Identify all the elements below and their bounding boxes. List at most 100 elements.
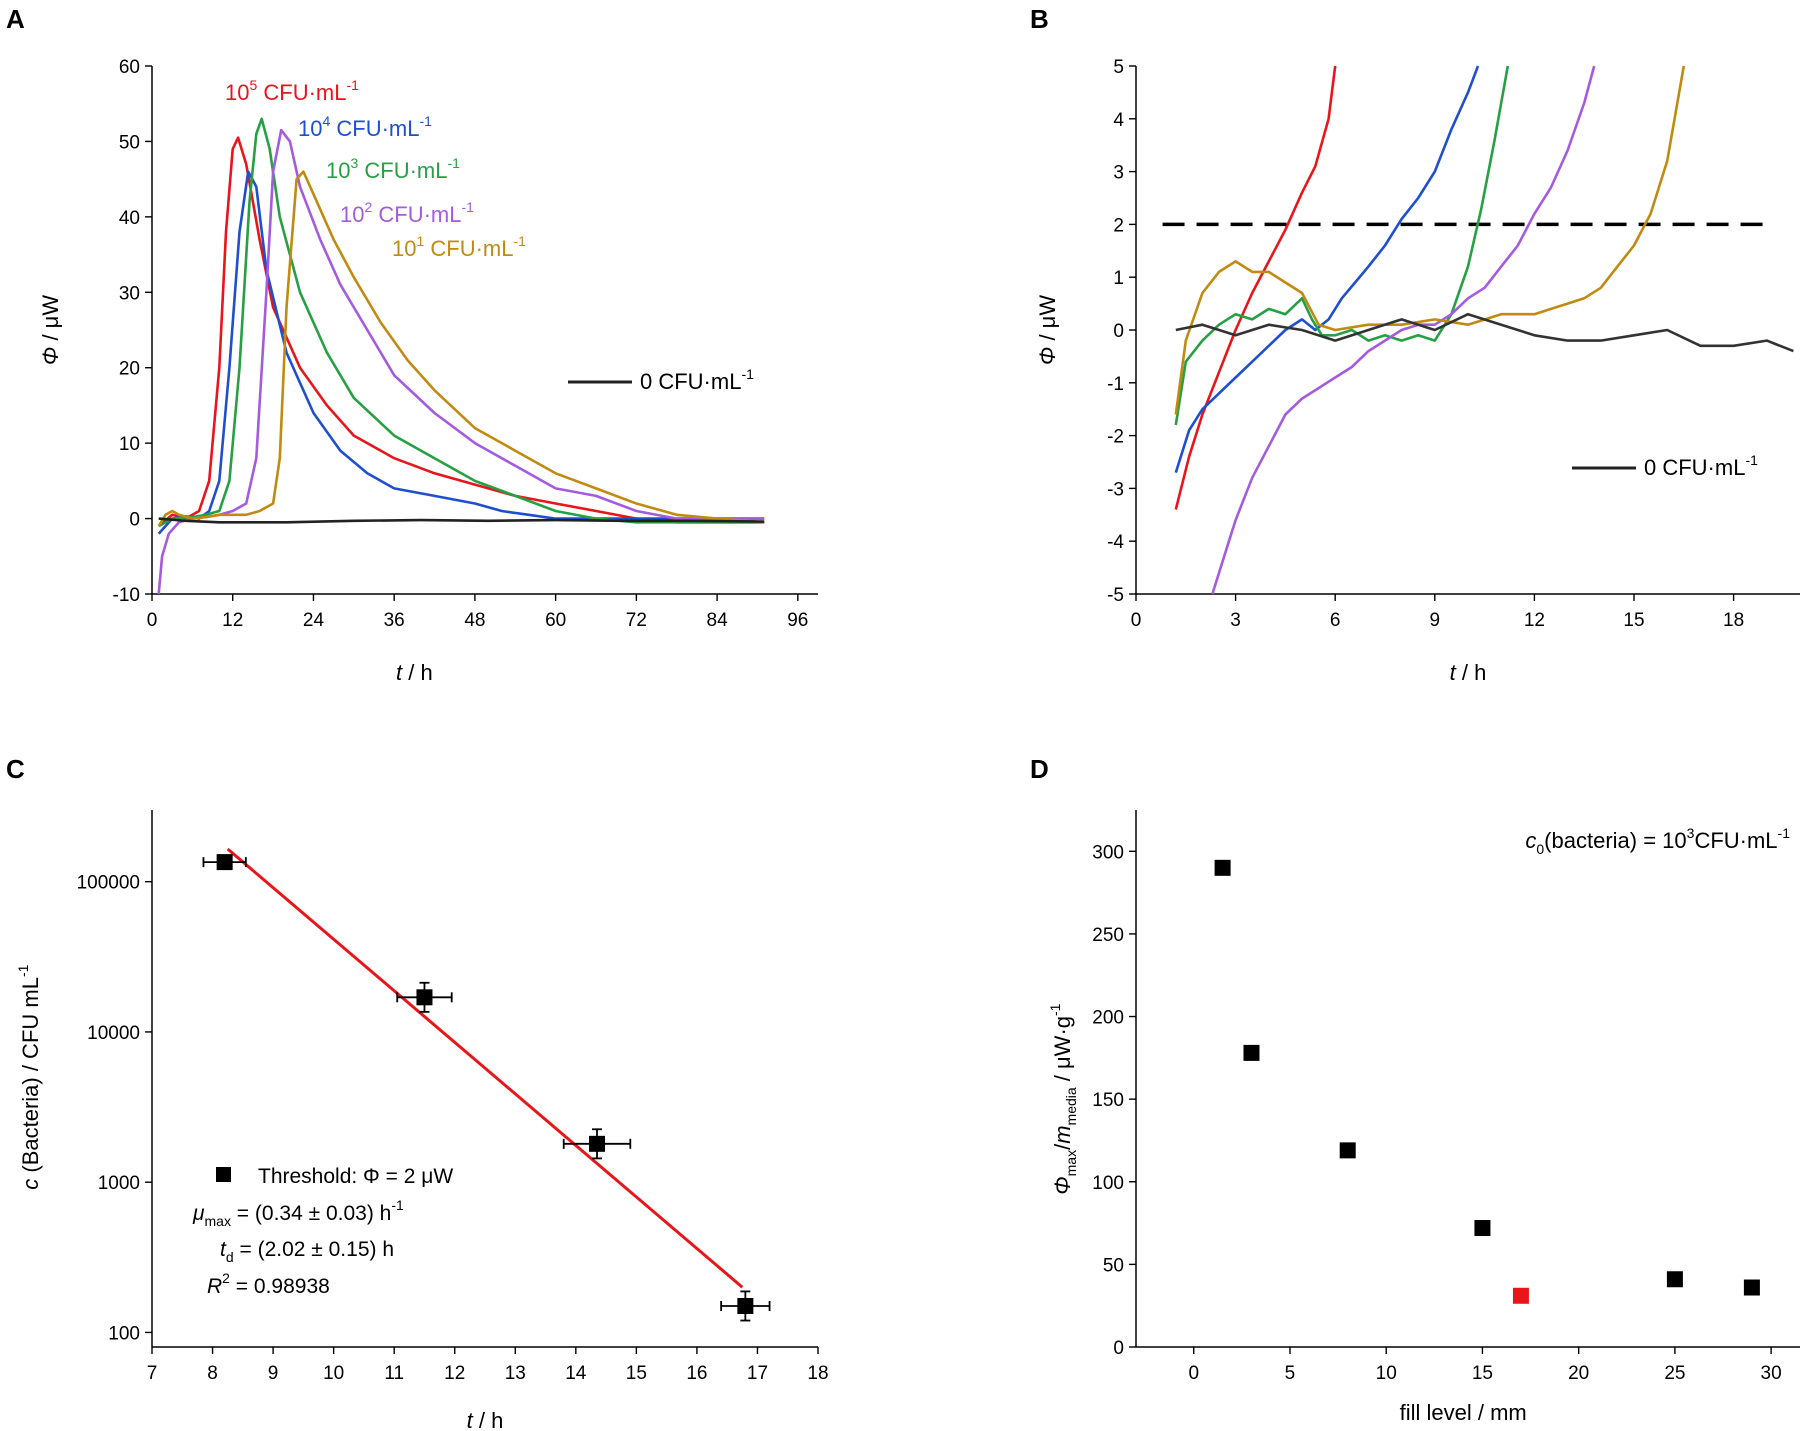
panel-b-y-tick-label: 5 [1113, 57, 1124, 78]
panel-b-series-line-4 [1174, 65, 1686, 415]
panel-d-data-point-6 [1743, 1279, 1760, 1296]
panel-b-series-line-1 [1174, 65, 1480, 473]
panel-b-y-tick-label: -4 [1107, 532, 1124, 553]
panel-c-x-tick-label: 13 [505, 1363, 526, 1384]
panel-c-data-point-3 [737, 1297, 754, 1314]
panel-d-x-tick-label: 30 [1761, 1363, 1782, 1384]
panel-c-x-tick-label: 12 [444, 1363, 465, 1384]
panel-a-x-tick-label: 0 [147, 610, 158, 631]
panel-c-legend-label: Threshold: Φ = 2 μW [258, 1165, 453, 1188]
panel-c-y-tick-label: 100 [108, 1323, 140, 1344]
panel-c-x-tick-label: 18 [807, 1363, 828, 1384]
panel-a-x-tick-label: 24 [303, 610, 325, 631]
panel-d-x-tick-label: 15 [1472, 1363, 1493, 1384]
panel-a-series-line-1 [157, 170, 765, 535]
panel-c-chart: 7 8 9 10 11 12 13 14 15 16 17 18 100 1000 10000 100000 t… [15, 810, 829, 1431]
panel-b-series-line-2 [1174, 65, 1510, 426]
panel-c-legend-marker [216, 1167, 231, 1182]
panel-a-x-tick-label: 72 [626, 610, 647, 631]
panel-b-y-tick-label: -2 [1107, 427, 1124, 448]
panel-c-y-tick-label: 10000 [87, 1023, 140, 1044]
panel-a-y-tick-label: 60 [119, 57, 140, 78]
panel-a-series-label-4: 101 CFU·mL-1 [392, 233, 526, 261]
panel-c-td-text: td = (2.02 ± 0.15) h [220, 1238, 394, 1265]
panel-b-series-line-5 [1175, 312, 1794, 353]
panel-d-data-point-5 [1666, 1271, 1683, 1288]
panel-label-a: A [6, 4, 25, 34]
panel-b-series-line-0 [1174, 65, 1337, 510]
panel-d-x-tick-label: 25 [1664, 1363, 1685, 1384]
panel-d-x-tick-label: 10 [1376, 1363, 1397, 1384]
panel-b-x-tick-label: 9 [1430, 610, 1441, 631]
panel-a-y-tick-label: 0 [129, 510, 140, 531]
panel-c-y-axis-title: c (Bacteria) / CFU mL-1 [15, 964, 43, 1189]
panel-d-y-tick-label: 100 [1092, 1173, 1124, 1194]
panel-d-data-point-4 [1512, 1287, 1529, 1304]
panel-a-y-tick-label: 40 [119, 208, 140, 229]
panel-a-y-tick-label: 30 [119, 283, 140, 304]
panel-d-y-tick-label: 150 [1092, 1090, 1124, 1111]
panel-a-x-tick-label: 36 [384, 610, 405, 631]
panel-label-c: C [6, 754, 25, 784]
panel-a-series-label-0: 105 CFU·mL-1 [225, 77, 359, 105]
panel-b-y-axis-title: Φ / μW [1035, 295, 1060, 365]
panel-a-series-line-5 [158, 517, 765, 524]
panel-c-fit-line [226, 847, 744, 1289]
panel-c-y-tick-label: 1000 [98, 1173, 140, 1194]
panel-c-mu-text: μmax = (0.34 ± 0.03) h-1 [192, 1197, 404, 1229]
panel-c-x-tick-label: 17 [747, 1363, 768, 1384]
panel-c-x-tick-label: 7 [147, 1363, 158, 1384]
panel-c-x-tick-label: 11 [384, 1363, 404, 1384]
panel-a-x-tick-label: 84 [707, 610, 729, 631]
panel-a-x-tick-label: 12 [222, 610, 243, 631]
panel-b-series-line-3 [1211, 65, 1596, 595]
panel-d-y-tick-label: 250 [1092, 925, 1124, 946]
panel-a-series-label-3: 102 CFU·mL-1 [340, 199, 474, 227]
panel-d-y-tick-label: 0 [1113, 1338, 1124, 1359]
panel-b-x-axis-title: t / h [1450, 660, 1487, 685]
panel-a-x-tick-label: 96 [787, 610, 808, 631]
panel-b-y-tick-label: -1 [1107, 374, 1124, 395]
panel-a-series-line-4 [157, 170, 765, 527]
panel-d-x-tick-label: 0 [1188, 1363, 1199, 1384]
panel-c-x-tick-label: 14 [565, 1363, 587, 1384]
panel-d-annotation: c0(bacteria) = 103CFU·mL-1 [1525, 825, 1790, 857]
panel-b-x-tick-label: 12 [1524, 610, 1545, 631]
panel-d-x-tick-label: 5 [1285, 1363, 1296, 1384]
panel-b-y-tick-label: 0 [1113, 321, 1124, 342]
panel-d-y-tick-label: 200 [1092, 1008, 1124, 1029]
panel-a-y-axis-title: Φ / μW [38, 295, 63, 365]
panel-c-x-tick-label: 8 [207, 1363, 218, 1384]
panel-a-x-tick-label: 48 [464, 610, 485, 631]
panel-d-data-point-2 [1339, 1142, 1356, 1159]
panel-d-data-point-0 [1214, 859, 1231, 876]
panel-b-x-tick-label: 15 [1623, 610, 1644, 631]
panel-d-y-tick-label: 300 [1092, 842, 1124, 863]
panel-a-series-line-0 [157, 136, 765, 528]
panel-b-y-tick-label: 2 [1113, 215, 1124, 236]
panel-d-x-axis-title: fill level / mm [1400, 1400, 1527, 1425]
panel-c-x-tick-label: 9 [268, 1363, 279, 1384]
panel-c-x-tick-label: 16 [686, 1363, 707, 1384]
panel-a-series-label-1: 104 CFU·mL-1 [298, 113, 432, 141]
panel-b-y-tick-label: 4 [1113, 110, 1124, 131]
panel-d-data-point-1 [1243, 1044, 1260, 1061]
panel-b-legend-label: 0 CFU·mL-1 [1644, 452, 1758, 480]
panel-label-b: B [1030, 4, 1049, 34]
panel-c-data-point-2 [589, 1135, 606, 1152]
panel-a-legend-label: 0 CFU·mL-1 [640, 366, 754, 394]
panel-a-y-tick-label: 20 [119, 359, 140, 380]
panel-a-x-axis-title: t / h [396, 660, 433, 685]
panel-a-y-tick-label: 10 [119, 434, 140, 455]
panel-c-y-tick-label: 100000 [77, 873, 140, 894]
panel-d-y-axis-title: Φmax/mmedia / μW·g-1 [1047, 1003, 1079, 1194]
panel-a-y-tick-label: 50 [119, 132, 140, 153]
panel-c-data-point-0 [216, 854, 233, 871]
panel-d-y-tick-label: 50 [1103, 1255, 1124, 1276]
panel-a-chart: 0 12 24 36 48 60 72 84 96 -10 0 10 20 30 40 50 60 t / h Φ … [38, 57, 818, 685]
panel-c-x-tick-label: 10 [323, 1363, 344, 1384]
panel-b-x-tick-label: 3 [1230, 610, 1241, 631]
